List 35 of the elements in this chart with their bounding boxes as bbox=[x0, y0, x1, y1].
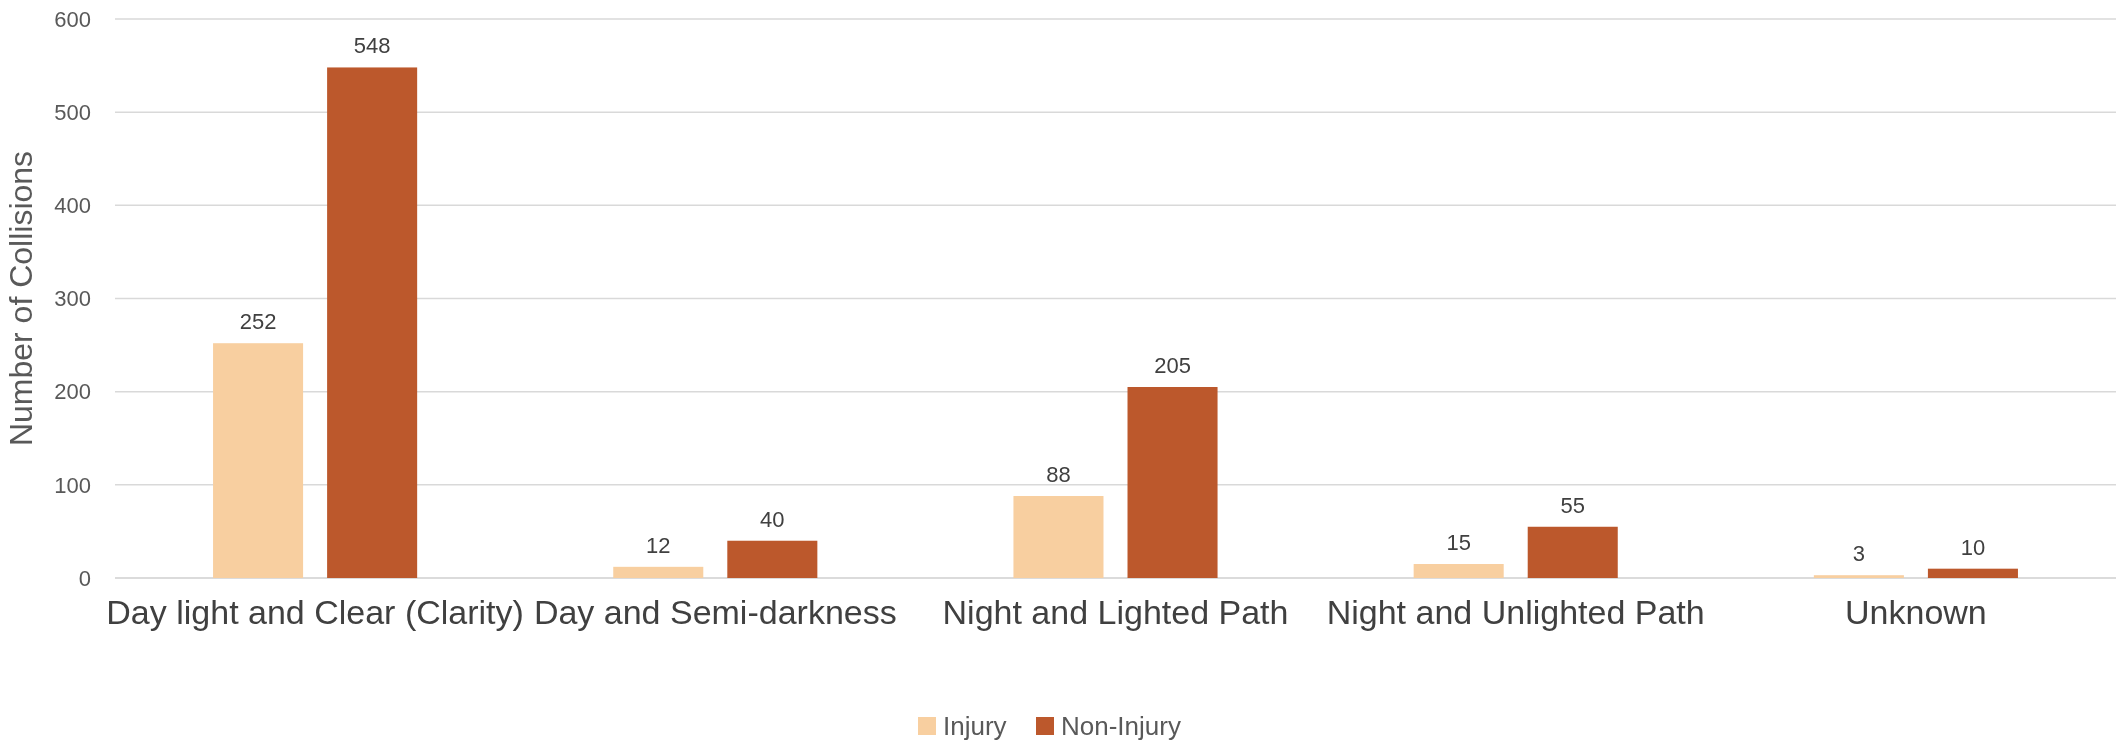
data-label: 252 bbox=[239, 309, 277, 335]
x-tick-label: Unknown bbox=[1845, 593, 1987, 631]
x-tick-label: Night and Unlighted Path bbox=[1326, 593, 1705, 631]
data-label: 55 bbox=[1560, 492, 1585, 518]
legend-label: Injury bbox=[943, 711, 1007, 742]
data-label: 10 bbox=[1960, 534, 1986, 560]
y-tick-label: 500 bbox=[54, 99, 91, 125]
data-label: 15 bbox=[1446, 530, 1471, 556]
bar bbox=[1527, 526, 1618, 578]
bar bbox=[613, 566, 704, 578]
y-tick-label: 200 bbox=[54, 379, 91, 405]
bar bbox=[727, 540, 818, 578]
y-tick-label: 400 bbox=[54, 193, 91, 219]
bar bbox=[213, 343, 304, 578]
x-tick-label: Night and Lighted Path bbox=[942, 593, 1289, 631]
y-tick-label: 100 bbox=[54, 472, 91, 498]
x-tick-label: Day light and Clear (Clarity) bbox=[106, 593, 524, 631]
bar bbox=[1927, 568, 2018, 578]
bar bbox=[327, 67, 418, 578]
data-label: 3 bbox=[1852, 541, 1865, 567]
data-label: 12 bbox=[646, 532, 671, 558]
x-tick-label: Day and Semi-darkness bbox=[533, 593, 897, 631]
data-label: 88 bbox=[1046, 462, 1071, 488]
data-label: 205 bbox=[1154, 353, 1191, 379]
y-tick-label: 0 bbox=[78, 565, 91, 591]
data-label: 40 bbox=[760, 506, 785, 532]
y-tick-label: 300 bbox=[54, 286, 91, 312]
y-tick-label: 600 bbox=[54, 6, 91, 32]
data-label: 548 bbox=[353, 33, 391, 59]
bar bbox=[1813, 575, 1904, 578]
bar bbox=[1127, 387, 1218, 578]
y-axis-title: Number of Collisions bbox=[3, 150, 39, 447]
bar bbox=[1013, 496, 1104, 578]
legend-label: Non-Injury bbox=[1061, 711, 1181, 742]
bar bbox=[1413, 564, 1504, 578]
